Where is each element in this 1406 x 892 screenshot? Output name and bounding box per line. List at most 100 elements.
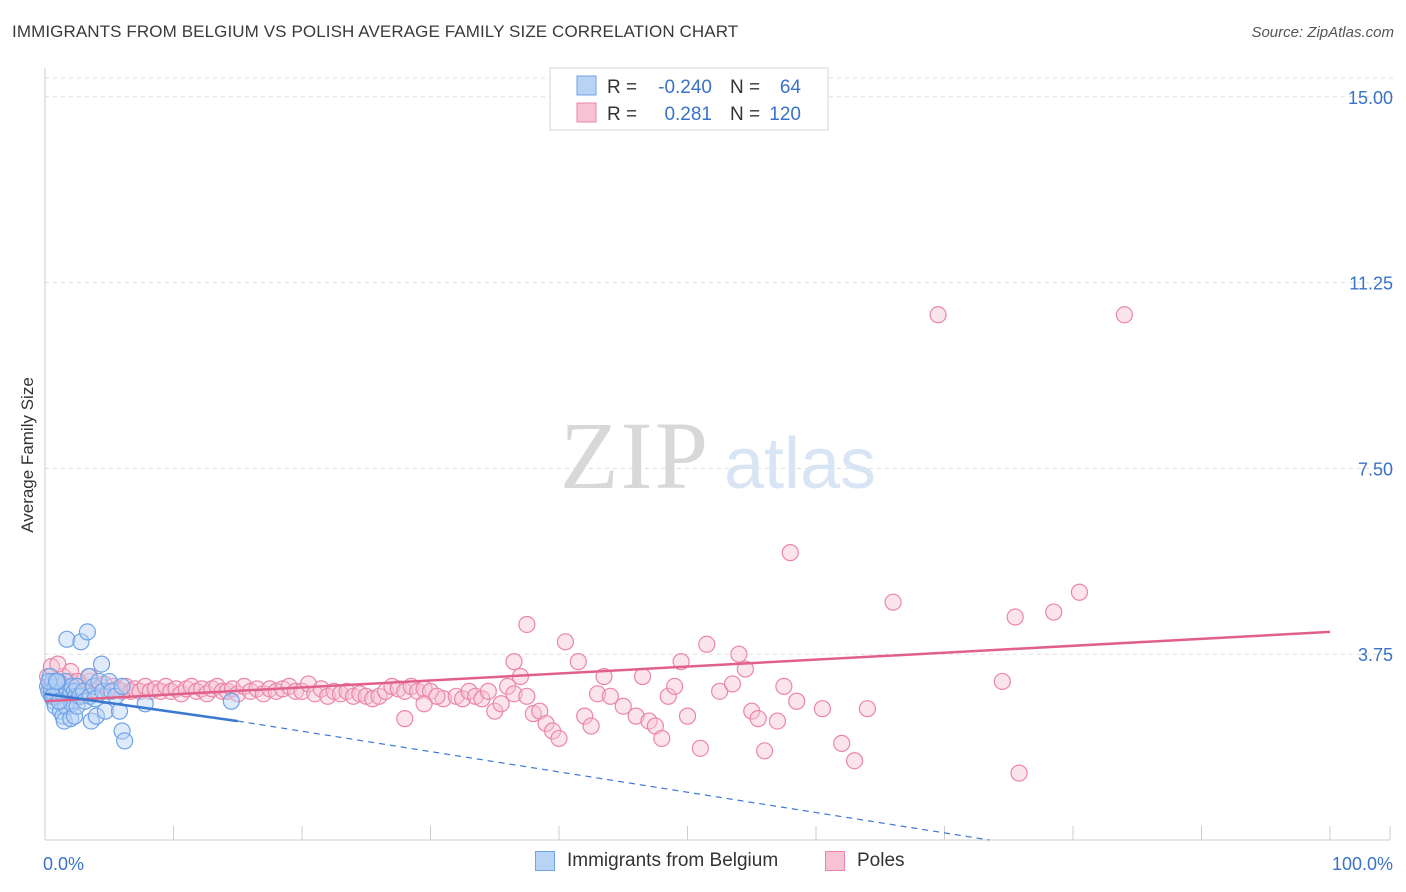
- poles-point: [678, 707, 697, 725]
- poles-point: [492, 695, 510, 713]
- poles-point: [550, 729, 568, 748]
- belgium-point: [65, 707, 84, 725]
- legend-n-label-1: N =: [730, 77, 760, 98]
- bottom-legend-label-poles: Poles: [857, 850, 905, 871]
- poles-point: [518, 615, 536, 634]
- poles-point: [1115, 306, 1134, 324]
- chart-title: IMMIGRANTS FROM BELGIUM VS POLISH AVERAG…: [12, 22, 739, 41]
- poles-point: [749, 710, 767, 728]
- poles-point: [736, 660, 754, 678]
- poles-point: [698, 635, 716, 653]
- belgium-point: [116, 732, 134, 750]
- poles-point: [730, 645, 748, 663]
- gridlines: [45, 77, 1395, 655]
- poles-point: [833, 734, 851, 752]
- poles-point: [788, 692, 806, 710]
- poles-point: [659, 687, 677, 705]
- bottom-legend-poles: Poles: [825, 850, 905, 872]
- belgium-point: [113, 677, 131, 696]
- belgium-point: [87, 707, 106, 725]
- y-tick-label: 15.00: [1348, 88, 1393, 108]
- poles-point: [884, 593, 902, 611]
- x-tick-label-min: 0.0%: [43, 854, 84, 874]
- poles-point: [711, 682, 729, 700]
- poles-point: [1010, 764, 1028, 782]
- poles-point: [1070, 583, 1089, 601]
- poles-point: [505, 685, 523, 703]
- poles-point: [858, 700, 877, 718]
- poles-point: [633, 667, 652, 686]
- legend-r-value-2: 0.281: [664, 104, 712, 125]
- poles-point: [691, 739, 709, 757]
- belgium-point: [72, 633, 90, 651]
- bottom-legend-label-belgium: Immigrants from Belgium: [567, 850, 779, 871]
- belgium-point: [80, 667, 98, 686]
- belgium-point: [92, 655, 111, 673]
- belgium-trend-extension: [237, 720, 990, 841]
- poles-point: [396, 710, 414, 728]
- belgium-point: [47, 672, 66, 691]
- y-tick-label: 3.75: [1358, 645, 1393, 665]
- poles-point: [601, 687, 620, 705]
- chart-source: Source: ZipAtlas.com: [1251, 24, 1394, 41]
- bottom-legend-belgium: Immigrants from Belgium: [535, 850, 778, 872]
- poles-point: [929, 306, 947, 324]
- poles-point: [723, 675, 742, 693]
- poles-point: [653, 729, 671, 748]
- poles-point: [569, 653, 587, 671]
- poles-point: [781, 544, 799, 562]
- poles-point: [755, 742, 774, 760]
- poles-point: [136, 677, 154, 696]
- poles-trend-line: [44, 630, 1331, 703]
- legend-swatch-belgium: [576, 75, 597, 96]
- poles-point: [556, 633, 575, 651]
- legend-r-value-1: -0.240: [658, 77, 712, 98]
- belgium-point: [82, 712, 100, 730]
- belgium-point: [58, 630, 76, 648]
- x-tick-label-max: 100.0%: [1332, 854, 1393, 874]
- poles-point: [505, 653, 523, 671]
- watermark: ZIP atlas: [560, 402, 876, 509]
- axes: [44, 68, 1391, 841]
- legend-swatch-poles: [576, 102, 597, 123]
- legend-r-label-2: R =: [607, 104, 637, 125]
- legend-n-value-2: 120: [769, 104, 801, 125]
- poles-point: [993, 672, 1011, 691]
- trend-lines: [44, 630, 1331, 841]
- poles-point: [49, 655, 67, 673]
- poles-point: [588, 685, 607, 703]
- bottom-legend: Immigrants from Belgium Poles: [0, 850, 1406, 880]
- y-axis-label: Average Family Size: [18, 377, 37, 533]
- watermark-zip: ZIP: [560, 402, 710, 509]
- legend-n-value-1: 64: [780, 77, 802, 98]
- poles-point: [1006, 608, 1024, 626]
- belgium-point: [78, 623, 97, 641]
- poles-point: [582, 717, 600, 735]
- poles-point: [428, 687, 446, 705]
- y-tick-label: 11.25: [1349, 274, 1393, 294]
- tick-labels: 3.75 7.50 11.25 15.00 0.0% 100.0%: [43, 88, 1393, 874]
- poles-point: [813, 700, 832, 718]
- belgium-point: [113, 722, 131, 740]
- watermark-atlas: atlas: [724, 424, 876, 504]
- poles-point: [627, 707, 645, 725]
- bottom-legend-swatch-poles: [825, 851, 845, 871]
- poles-point: [775, 677, 793, 696]
- poles-point: [415, 695, 433, 713]
- poles-point: [1045, 603, 1063, 621]
- poles-point: [666, 677, 684, 696]
- poles-point: [845, 752, 864, 770]
- poles-points: [38, 306, 1134, 782]
- belgium-point: [85, 677, 103, 696]
- y-tick-label: 7.50: [1358, 459, 1393, 479]
- poles-point: [62, 662, 80, 681]
- belgium-trend-line: [44, 692, 238, 723]
- legend-r-label-1: R =: [607, 77, 637, 98]
- belgium-point: [100, 672, 118, 691]
- correlation-legend: R = -0.240 N = 64 R = 0.281 N = 120: [549, 67, 829, 131]
- belgium-point: [222, 692, 240, 710]
- poles-point: [479, 682, 497, 700]
- poles-point: [614, 697, 632, 715]
- poles-point: [768, 712, 787, 730]
